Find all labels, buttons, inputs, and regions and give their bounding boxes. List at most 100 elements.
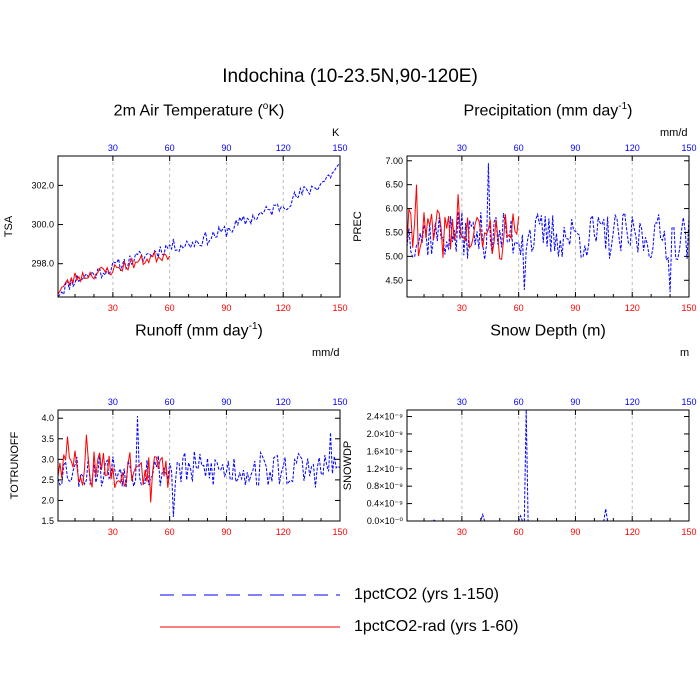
y-tick-label: 2.5: [41, 475, 54, 485]
x-tick-label-top: 30: [108, 143, 118, 153]
legend-line-1pctco2-rad: [160, 626, 340, 628]
y-tick-label: 3.0: [41, 454, 54, 464]
y-axis-label: TSA: [3, 215, 15, 237]
x-tick-label: 60: [165, 303, 175, 313]
plot-frame: [57, 409, 341, 522]
x-tick-label: 90: [221, 303, 231, 313]
y-tick-label: 3.5: [41, 434, 54, 444]
y-tick-label: 7.00: [385, 156, 403, 166]
x-tick-label-top: 120: [276, 143, 291, 153]
y-tick-label: 5.50: [385, 227, 403, 237]
series-line-1pctco2: [57, 162, 341, 297]
x-tick-label-top: 120: [276, 397, 291, 407]
x-tick-label-top: 150: [681, 143, 696, 153]
x-tick-label: 120: [625, 527, 640, 537]
series-line-1pctco2: [57, 416, 341, 517]
x-tick-label: 30: [457, 303, 467, 313]
series-line-1pctco2-rad: [57, 434, 171, 503]
y-tick-label: 4.50: [385, 275, 403, 285]
x-tick-label: 120: [276, 527, 291, 537]
legend-label-1pctco2: 1pctCO2 (yrs 1-150): [354, 586, 499, 603]
x-tick-label-top: 120: [625, 397, 640, 407]
y-tick-label: 302.0: [31, 180, 54, 190]
panel-title-text-end: ): [627, 102, 633, 120]
legend-label-1pctco2-rad: 1pctCO2-rad (yrs 1-60): [354, 618, 519, 635]
x-tick-label-top: 120: [625, 143, 640, 153]
x-tick-label-top: 90: [570, 143, 580, 153]
x-tick-label: 120: [276, 303, 291, 313]
x-tick-label-top: 150: [681, 397, 696, 407]
y-tick-label: 1.2×10⁻⁹: [367, 464, 404, 474]
x-tick-label-top: 30: [457, 397, 467, 407]
y-tick-label: 0.8×10⁻⁹: [367, 481, 404, 491]
panel-title-sup: o: [262, 101, 269, 112]
x-tick-label: 30: [108, 303, 118, 313]
x-tick-label: 30: [108, 527, 118, 537]
series-line-1pctco2-rad: [406, 184, 520, 260]
x-tick-label: 120: [625, 303, 640, 313]
panel-title-text-end: K): [268, 102, 285, 120]
panel-title-snow-depth: Snow Depth (m): [407, 321, 689, 340]
unit-label: K: [332, 127, 340, 139]
x-tick-label-top: 150: [332, 143, 347, 153]
x-tick-label: 60: [514, 527, 524, 537]
x-tick-label-top: 30: [457, 143, 467, 153]
y-tick-label: 1.5: [41, 516, 54, 526]
y-tick-label: 2.0: [41, 495, 54, 505]
plot-frame: [406, 409, 690, 522]
y-axis-label: SNOWDP: [342, 441, 354, 491]
plot-frame: [57, 155, 341, 298]
x-tick-label-top: 90: [221, 143, 231, 153]
y-tick-label: 1.6×10⁻⁹: [367, 446, 404, 456]
x-tick-label: 150: [681, 527, 696, 537]
panel-title-text: Runoff (mm day: [135, 322, 249, 340]
x-tick-label: 60: [514, 303, 524, 313]
x-tick-label: 90: [221, 527, 231, 537]
x-tick-label: 90: [570, 527, 580, 537]
legend-line-1pctco2: [160, 594, 340, 596]
x-tick-label: 150: [332, 303, 347, 313]
x-tick-label: 60: [165, 527, 175, 537]
y-tick-label: 300.0: [31, 220, 54, 230]
panel-title-runoff: Runoff (mm day-1): [58, 321, 340, 340]
y-tick-label: 4.0: [41, 413, 54, 423]
unit-label: mm/d: [660, 127, 688, 139]
y-tick-label: 6.50: [385, 180, 403, 190]
panel-title-temperature: 2m Air Temperature (oK): [58, 101, 340, 120]
x-tick-label-top: 60: [165, 397, 175, 407]
y-tick-label: 6.00: [385, 204, 403, 214]
panel-title-sup: -1: [618, 101, 628, 112]
panel-title-text: Precipitation (mm day: [463, 102, 619, 120]
x-tick-label-top: 30: [108, 397, 118, 407]
y-tick-label: 298.0: [31, 259, 54, 269]
series-line-1pctco2-rad: [57, 250, 171, 295]
y-axis-label: TOTRUNOFF: [9, 431, 21, 499]
x-tick-label: 150: [332, 527, 347, 537]
x-tick-label: 150: [681, 303, 696, 313]
x-tick-label-top: 60: [514, 143, 524, 153]
y-tick-label: 0.4×10⁻⁹: [367, 499, 404, 509]
panel-title-text-end: ): [257, 322, 263, 340]
panel-title-precipitation: Precipitation (mm day-1): [407, 101, 689, 120]
x-tick-label-top: 60: [514, 397, 524, 407]
y-tick-label: 2.0×10⁻⁹: [367, 429, 404, 439]
x-tick-label-top: 90: [221, 397, 231, 407]
x-tick-label-top: 60: [165, 143, 175, 153]
series-line-1pctco2: [407, 409, 689, 522]
plot-frame: [406, 155, 690, 298]
y-tick-label: 5.00: [385, 251, 403, 261]
y-tick-label: 2.4×10⁻⁹: [367, 412, 404, 422]
panel-title-text: 2m Air Temperature (: [113, 102, 263, 120]
unit-label: m: [680, 347, 690, 359]
x-tick-label: 30: [457, 527, 467, 537]
panel-title-sup: -1: [248, 321, 258, 332]
x-tick-label-top: 150: [332, 397, 347, 407]
unit-label: mm/d: [312, 347, 340, 359]
figure-title: Indochina (10-23.5N,90-120E): [222, 66, 478, 87]
y-axis-label: PREC: [352, 211, 364, 242]
x-tick-label-top: 90: [570, 397, 580, 407]
y-tick-label: 0.0×10⁻⁰: [367, 516, 404, 526]
x-tick-label: 90: [570, 303, 580, 313]
panel-title-text: Snow Depth (m): [490, 322, 606, 340]
